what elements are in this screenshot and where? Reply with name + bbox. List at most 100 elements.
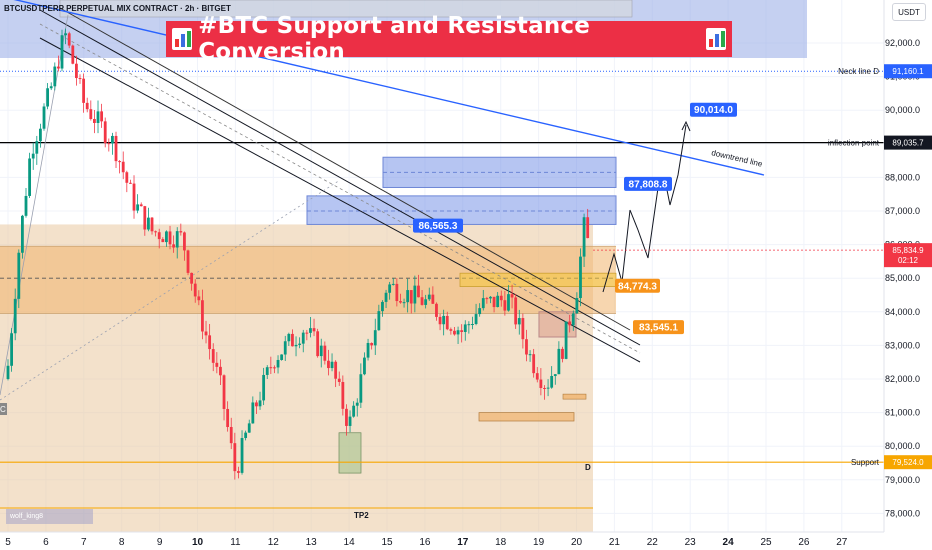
candle-body <box>269 367 273 369</box>
price-tick-label: 80,000.0 <box>885 441 920 451</box>
currency-selector[interactable]: USDT <box>892 3 926 21</box>
candle-body <box>532 354 536 374</box>
candle-body <box>481 298 485 309</box>
candle-body <box>229 427 233 444</box>
candle-body <box>561 348 564 359</box>
level-name: Neck line D <box>838 67 879 76</box>
candle-body <box>186 250 190 273</box>
candle-body <box>381 301 384 312</box>
candle-body <box>471 324 474 326</box>
candle-body <box>168 231 172 245</box>
candle-body <box>39 128 42 142</box>
chart-title: #BTC Support and Resistance Conversion <box>198 13 591 65</box>
candle-body <box>402 302 406 304</box>
projection-path <box>602 124 687 293</box>
order-block <box>478 412 575 422</box>
candle-body <box>175 231 179 248</box>
arrow-head-icon <box>681 120 691 132</box>
annotation-bg <box>633 320 684 335</box>
price-tick-label: 90,000.0 <box>885 105 920 115</box>
candle-body <box>525 339 528 355</box>
candle-body <box>136 204 140 211</box>
current-price-tag <box>884 243 932 268</box>
candle-body <box>553 374 557 376</box>
time-axis-bg <box>0 532 932 550</box>
candle-body <box>417 285 420 298</box>
date-tick-label: 15 <box>381 537 393 548</box>
candle-body <box>172 244 176 248</box>
candle-body <box>161 239 165 243</box>
order-block <box>338 432 362 474</box>
candle-body <box>28 158 32 196</box>
candle-body <box>460 330 464 332</box>
chart-title-banner: #BTC Support and Resistance Conversion <box>166 13 732 65</box>
candle-body <box>121 161 125 173</box>
candle-body <box>298 343 302 345</box>
date-tick-label: 14 <box>344 537 356 548</box>
bar-chart-icon <box>705 28 727 50</box>
date-tick-label: 21 <box>609 537 621 548</box>
candle-body <box>453 330 456 335</box>
candle-body <box>478 308 482 315</box>
candle-body <box>143 206 147 230</box>
price-tick-label: 88,000.0 <box>885 172 920 182</box>
candle-body <box>280 354 284 360</box>
candle-body <box>89 109 93 119</box>
candle-body <box>129 182 132 184</box>
candle-body <box>165 231 168 243</box>
price-tick-label: 78,000.0 <box>885 508 920 518</box>
level-price-label: 89,035.7 <box>892 139 924 148</box>
annotation-label: 84,774.3 <box>618 281 657 292</box>
candle-body <box>100 111 104 122</box>
order-block <box>562 393 587 400</box>
candle-body <box>539 379 543 388</box>
candle-body <box>370 342 374 346</box>
candle-body <box>309 328 312 333</box>
candle-body <box>193 283 197 297</box>
candle-body <box>337 378 341 382</box>
candle-body <box>312 328 316 332</box>
candle-body <box>71 45 75 64</box>
candle-body <box>543 387 546 389</box>
annotation-bg <box>624 176 672 191</box>
candle-body <box>442 315 446 325</box>
candle-body <box>409 290 413 304</box>
candle-body <box>139 204 143 207</box>
candle-body <box>258 400 262 407</box>
candle-body <box>233 443 237 472</box>
current-price-label: 85,834.9 <box>892 246 924 255</box>
candle-body <box>395 283 399 302</box>
symbol-info: BTCUSDTPERP PERPETUAL MIX CONTRACT · 2h … <box>4 4 231 13</box>
candle-body <box>46 88 50 107</box>
time-axis: 5 6 7 8 9 10 11 12 13 14 15 16 17 18 19 20 21 22 23 24 25 26 2… <box>0 531 932 550</box>
candle-body <box>21 215 24 253</box>
candle-body <box>330 361 334 369</box>
candle-body <box>255 402 258 407</box>
candle-body <box>503 300 507 311</box>
candle-body <box>363 357 366 375</box>
candle-body <box>219 366 222 376</box>
date-tick-label: 20 <box>571 537 583 548</box>
candle-body <box>474 314 478 325</box>
annotation-bg <box>413 218 463 233</box>
candle-body <box>247 423 251 433</box>
candle-body <box>467 324 471 326</box>
annotation-bg <box>615 278 660 293</box>
candle-body <box>377 311 381 331</box>
price-tick-label: 81,000.0 <box>885 408 920 418</box>
candle-body <box>456 330 460 335</box>
candle-body <box>521 318 525 340</box>
candle-body <box>103 121 107 144</box>
level-price-label: 91,160.1 <box>892 67 924 76</box>
date-tick-label: 6 <box>43 537 49 548</box>
candle-body <box>118 161 122 163</box>
candle-body <box>85 102 89 110</box>
candle-body <box>438 316 442 325</box>
candle-body <box>67 33 71 46</box>
candle-body <box>319 345 323 357</box>
candle-body <box>334 361 338 379</box>
price-tick-label: 84,000.0 <box>885 307 920 317</box>
candle-body <box>384 292 388 302</box>
